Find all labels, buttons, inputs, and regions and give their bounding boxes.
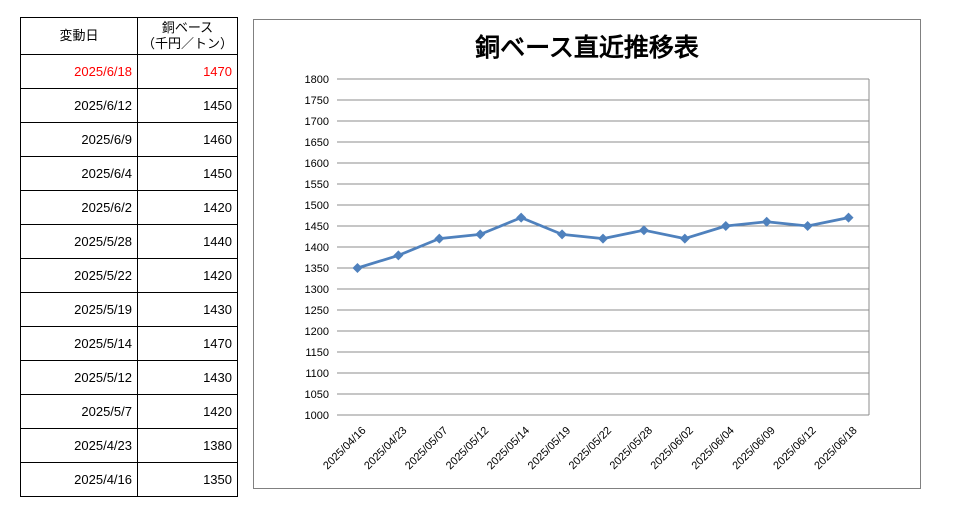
x-axis-tick-label: 2025/05/22: [567, 425, 614, 472]
data-point-marker: [843, 212, 854, 223]
price-cell[interactable]: 1420: [137, 258, 238, 293]
x-axis-tick-label: 2025/04/16: [321, 425, 368, 472]
price-table-body: 2025/6/18 1470 2025/6/12 1450 2025/6/9 1460 20…: [20, 54, 238, 497]
y-axis-tick-label: 1750: [305, 95, 329, 107]
y-axis-tick-label: 1200: [305, 326, 329, 338]
price-cell[interactable]: 1440: [137, 224, 238, 259]
price-cell[interactable]: 1430: [137, 292, 238, 327]
table-row: 2025/6/9 1460: [20, 122, 238, 157]
y-axis-tick-label: 1300: [305, 284, 329, 296]
date-cell[interactable]: 2025/5/22: [20, 258, 138, 293]
date-cell[interactable]: 2025/5/7: [20, 394, 138, 429]
x-axis-tick-label: 2025/06/04: [689, 425, 736, 472]
price-cell[interactable]: 1470: [137, 326, 238, 361]
data-point-marker: [679, 233, 690, 244]
chart-container[interactable]: 銅ベース直近推移表 1000 1050 1100 1150 1200 1250 1300 13…: [253, 19, 921, 489]
date-cell[interactable]: 2025/4/23: [20, 428, 138, 463]
table-row: 2025/5/19 1430: [20, 292, 238, 327]
x-axis-tick-label: 2025/06/12: [771, 425, 818, 472]
y-axis-tick-label: 1100: [305, 368, 329, 380]
y-axis-tick-label: 1400: [305, 242, 329, 254]
data-point-marker: [802, 221, 813, 231]
price-cell[interactable]: 1420: [137, 190, 238, 225]
table-row: 2025/4/23 1380: [20, 428, 238, 463]
table-row: 2025/5/22 1420: [20, 258, 238, 293]
y-axis-tick-label: 1450: [305, 221, 329, 233]
price-cell[interactable]: 1460: [137, 122, 238, 157]
col-header-price[interactable]: 銅ベース （千円／トン）: [137, 17, 238, 55]
data-point-marker: [393, 250, 404, 261]
data-point-marker: [557, 229, 568, 240]
data-point-marker: [720, 221, 731, 231]
table-row: 2025/6/12 1450: [20, 88, 238, 123]
y-axis-tick-label: 1000: [305, 410, 329, 422]
date-cell[interactable]: 2025/5/14: [20, 326, 138, 361]
data-point-marker: [761, 216, 772, 227]
table-row: 2025/5/12 1430: [20, 360, 238, 395]
data-point-marker: [638, 225, 649, 236]
y-axis-tick-label: 1700: [305, 116, 329, 128]
col-header-date[interactable]: 変動日: [20, 17, 138, 55]
price-cell[interactable]: 1470: [137, 54, 238, 89]
table-row: 2025/4/16 1350: [20, 462, 238, 497]
y-axis-tick-label: 1250: [305, 305, 329, 317]
x-axis-tick-label: 2025/05/28: [608, 425, 655, 472]
date-cell[interactable]: 2025/6/18: [20, 54, 138, 89]
x-axis-tick-label: 2025/05/19: [526, 425, 573, 472]
data-point-marker: [475, 229, 486, 240]
data-point-marker: [516, 212, 527, 223]
y-axis-tick-label: 1150: [305, 347, 329, 359]
price-cell[interactable]: 1430: [137, 360, 238, 395]
x-axis-tick-label: 2025/05/12: [444, 425, 491, 472]
price-table: 変動日 銅ベース （千円／トン） 2025/6/18 1470 2025/6/12 1…: [20, 17, 238, 497]
table-row: 2025/6/18 1470: [20, 54, 238, 89]
date-cell[interactable]: 2025/6/9: [20, 122, 138, 157]
date-cell[interactable]: 2025/5/19: [20, 292, 138, 327]
y-axis-tick-label: 1350: [305, 263, 329, 275]
price-cell[interactable]: 1420: [137, 394, 238, 429]
table-row: 2025/6/4 1450: [20, 156, 238, 191]
col-header-price-line2: （千円／トン）: [141, 36, 233, 51]
price-cell[interactable]: 1450: [137, 88, 238, 123]
date-cell[interactable]: 2025/4/16: [20, 462, 138, 497]
x-axis-tick-label: 2025/06/09: [730, 425, 777, 472]
y-axis-tick-label: 1500: [305, 200, 329, 212]
table-row: 2025/5/7 1420: [20, 394, 238, 429]
price-cell[interactable]: 1450: [137, 156, 238, 191]
date-cell[interactable]: 2025/5/12: [20, 360, 138, 395]
price-cell[interactable]: 1350: [137, 462, 238, 497]
table-row: 2025/5/28 1440: [20, 224, 238, 259]
y-axis-tick-label: 1600: [305, 158, 329, 170]
table-header-row: 変動日 銅ベース （千円／トン）: [20, 17, 238, 55]
y-axis-tick-label: 1550: [305, 179, 329, 191]
date-cell[interactable]: 2025/6/4: [20, 156, 138, 191]
data-point-marker: [434, 233, 445, 244]
x-axis-tick-label: 2025/06/02: [649, 425, 696, 472]
y-axis-tick-label: 1050: [305, 389, 329, 401]
x-axis-tick-label: 2025/04/23: [362, 425, 409, 472]
date-cell[interactable]: 2025/5/28: [20, 224, 138, 259]
table-row: 2025/5/14 1470: [20, 326, 238, 361]
y-axis-tick-label: 1800: [305, 74, 329, 86]
chart-plot-svg: 1000 1050 1100 1150 1200 1250 1300 1350 1400 1450…: [305, 74, 870, 472]
x-axis-tick-label: 2025/06/18: [812, 425, 859, 472]
data-point-marker: [598, 233, 608, 244]
price-cell[interactable]: 1380: [137, 428, 238, 463]
x-axis-tick-label: 2025/05/14: [485, 425, 532, 472]
date-cell[interactable]: 2025/6/12: [20, 88, 138, 123]
table-row: 2025/6/2 1420: [20, 190, 238, 225]
y-axis-tick-label: 1650: [305, 137, 329, 149]
data-point-marker: [352, 263, 363, 273]
col-header-price-line1: 銅ベース: [161, 20, 214, 35]
chart-title: 銅ベース直近推移表: [475, 34, 699, 62]
x-axis-tick-label: 2025/05/07: [403, 425, 450, 472]
date-cell[interactable]: 2025/6/2: [20, 190, 138, 225]
